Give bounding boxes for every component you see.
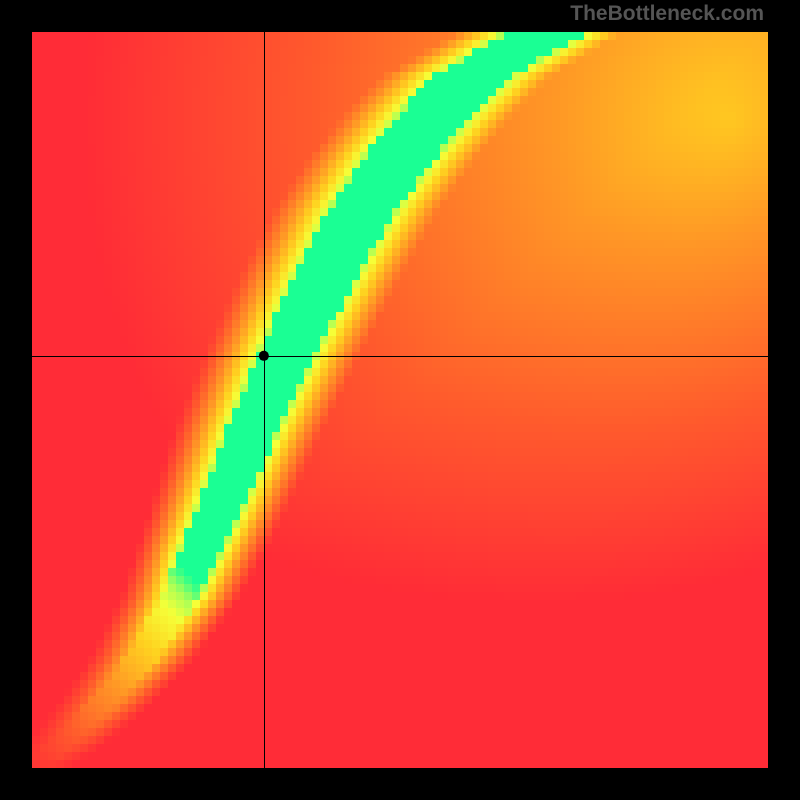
- attribution-text: TheBottleneck.com: [570, 0, 764, 26]
- chart-frame: TheBottleneck.com: [0, 0, 800, 800]
- heatmap-canvas: [0, 0, 800, 800]
